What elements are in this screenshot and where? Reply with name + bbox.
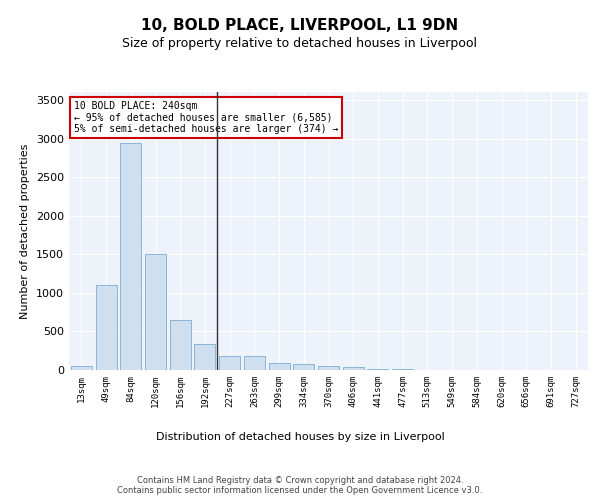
Bar	[318, 366, 339, 370]
Y-axis label: Number of detached properties: Number of detached properties	[20, 144, 31, 319]
Bar	[95, 285, 116, 370]
Bar	[145, 254, 166, 370]
Text: 10, BOLD PLACE, LIVERPOOL, L1 9DN: 10, BOLD PLACE, LIVERPOOL, L1 9DN	[142, 18, 458, 32]
Bar	[392, 369, 413, 370]
Bar	[170, 320, 191, 370]
Bar	[71, 366, 92, 370]
Bar	[120, 142, 141, 370]
Bar	[293, 364, 314, 370]
Text: Distribution of detached houses by size in Liverpool: Distribution of detached houses by size …	[155, 432, 445, 442]
Bar	[194, 344, 215, 370]
Text: 10 BOLD PLACE: 240sqm
← 95% of detached houses are smaller (6,585)
5% of semi-de: 10 BOLD PLACE: 240sqm ← 95% of detached …	[74, 101, 338, 134]
Bar	[219, 356, 240, 370]
Text: Size of property relative to detached houses in Liverpool: Size of property relative to detached ho…	[122, 38, 478, 51]
Bar	[343, 367, 364, 370]
Bar	[269, 363, 290, 370]
Text: Contains HM Land Registry data © Crown copyright and database right 2024.
Contai: Contains HM Land Registry data © Crown c…	[118, 476, 482, 495]
Bar	[244, 356, 265, 370]
Bar	[367, 369, 388, 370]
